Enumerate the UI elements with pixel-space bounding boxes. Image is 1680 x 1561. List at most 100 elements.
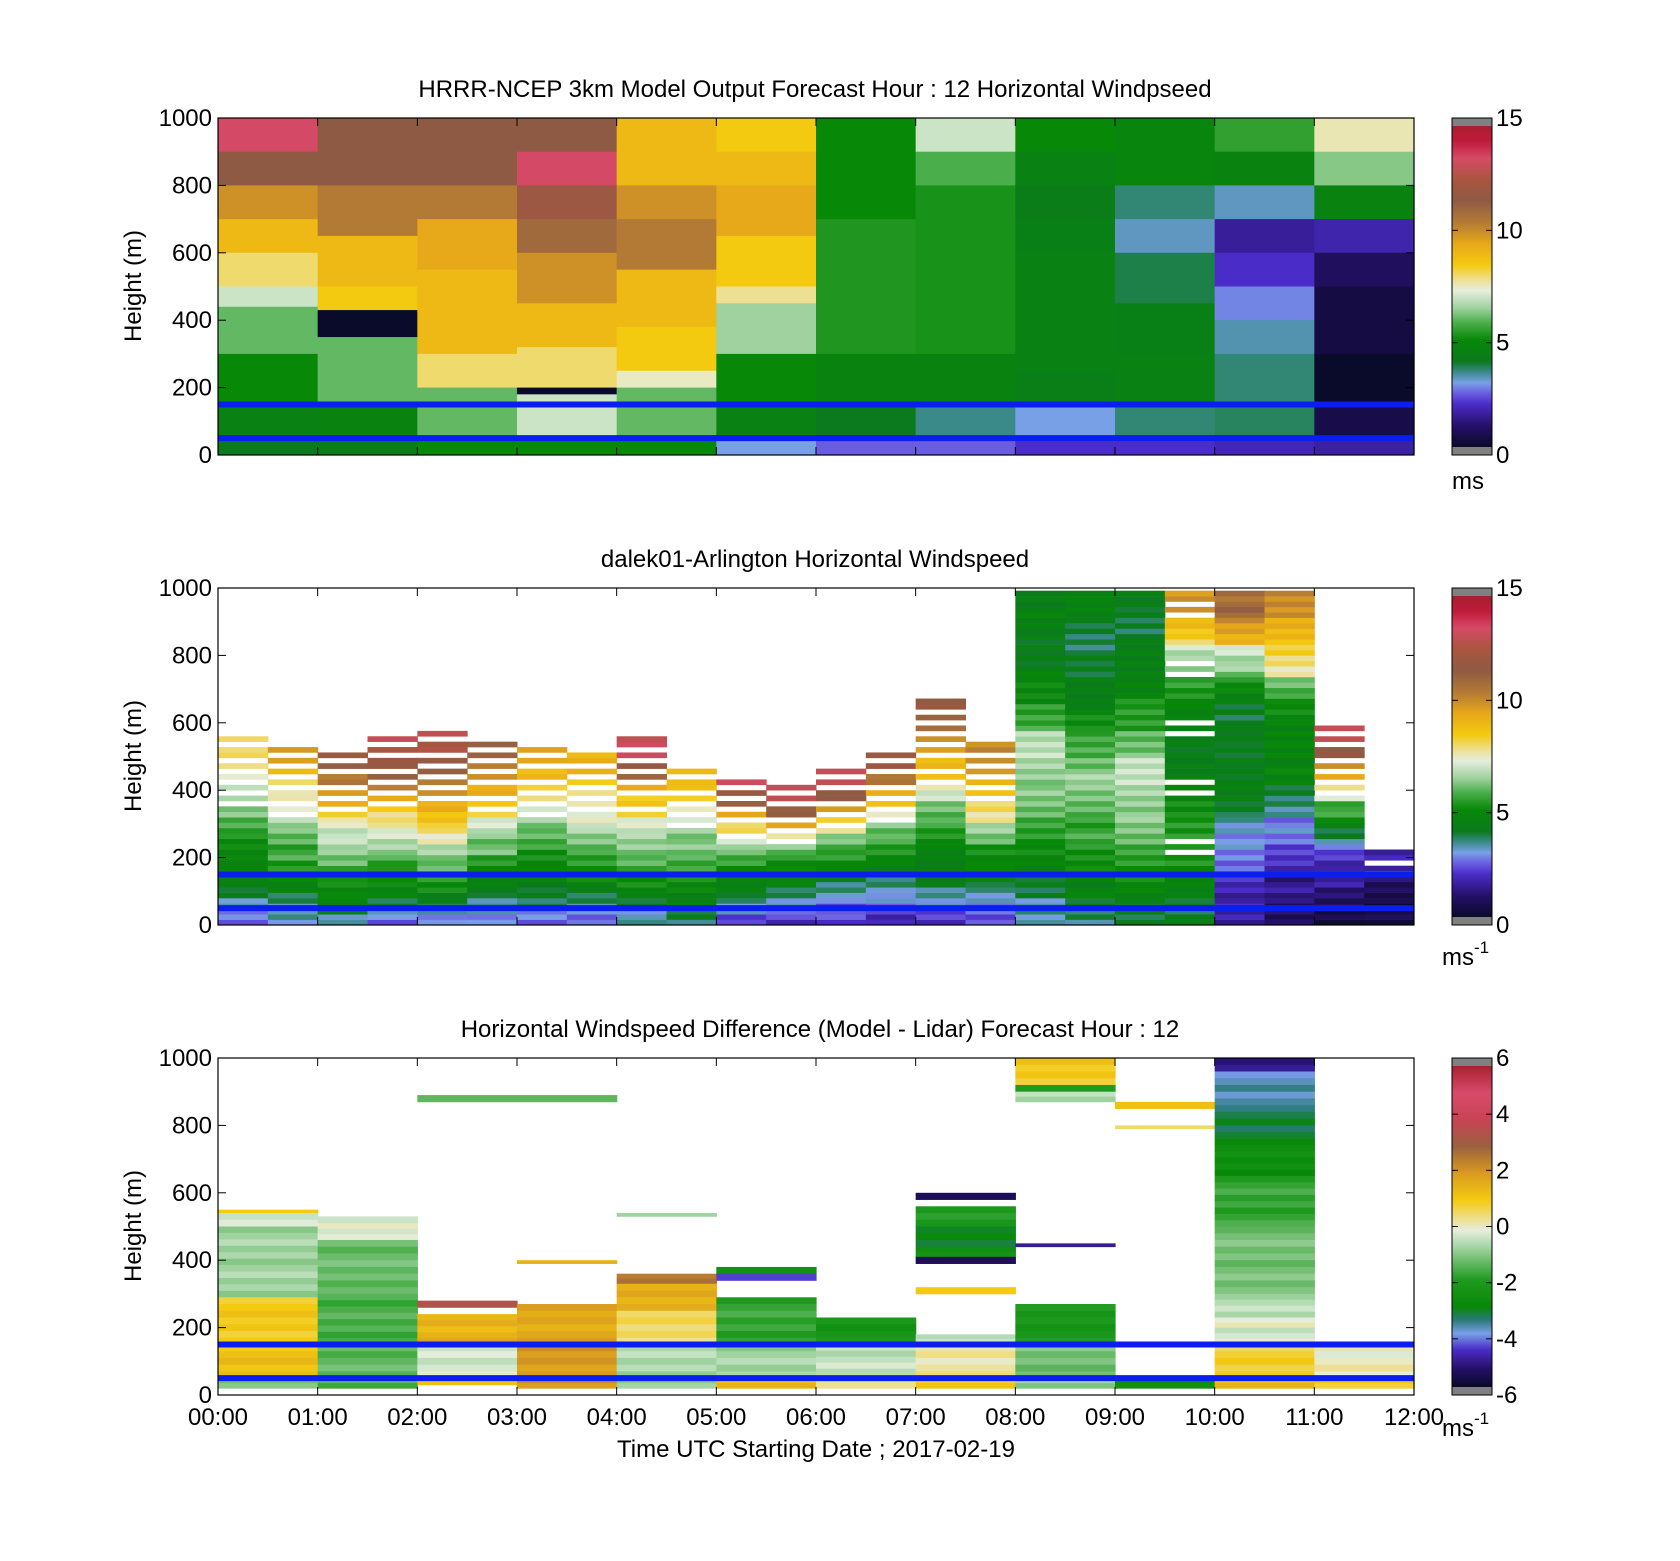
difference-cell [1015,1317,1116,1325]
lidar-cell [1164,617,1216,624]
lidar-cell [1264,757,1315,764]
x-tick-label: 02:00 [387,1404,447,1431]
lidar-cell [566,908,618,915]
difference-cell [1015,1243,1116,1248]
lidar-cell [716,790,767,796]
lidar-cell [267,876,319,883]
lidar-cell [1164,865,1216,872]
lidar-cell [766,833,817,840]
difference-cell [317,1273,418,1281]
lidar-cell [1264,817,1315,823]
lidar-cell [1264,698,1315,705]
lidar-cell [467,752,518,759]
model-cell [517,219,618,254]
model-cell [1314,353,1415,405]
lidar-cell [1264,892,1315,899]
lidar-cell [1065,914,1116,920]
lidar-cell [865,811,917,818]
difference-cell [1214,1351,1315,1359]
lidar-cell [417,898,468,904]
lidar-cell [1214,687,1265,694]
lidar-cell [1164,806,1216,813]
difference-cell [1214,1105,1315,1113]
colorbar-cap [1452,1387,1492,1395]
lidar-cell [566,898,618,904]
lidar-cell [1115,703,1166,710]
difference-cell [616,1304,717,1312]
difference-cell [915,1192,1016,1200]
lidar-cell [367,827,418,834]
difference-cell [218,1310,319,1318]
model-cell [1214,404,1315,439]
difference-cell [1214,1327,1315,1334]
lidar-cell [1115,655,1166,662]
lidar-cell [1065,623,1116,629]
lidar-cell [1015,596,1066,602]
lidar-cell [666,860,717,866]
model-cell [218,306,319,355]
lidar-cell [1065,741,1116,748]
lidar-cell [1164,822,1216,829]
lidar-cell [1214,865,1265,872]
model-cell [218,438,319,456]
difference-cell [616,1273,717,1280]
lidar-cell [1015,860,1066,866]
lidar-cell [865,779,917,786]
lidar-cell [1214,833,1265,840]
difference-cell [1214,1145,1315,1152]
lidar-cell [716,800,767,807]
y-tick-label: 200 [172,845,212,872]
lidar-cell [1164,898,1216,904]
lidar-cell [816,908,867,915]
lidar-cell [1264,790,1315,796]
lidar-cell [1115,628,1166,635]
lidar-cell [1364,876,1415,883]
difference-cell [1314,1344,1415,1352]
panel1-heatmap [218,118,1415,456]
model-cell [716,235,817,287]
lidar-cell [467,741,518,748]
lidar-cell [218,849,269,856]
lidar-cell [1214,660,1265,667]
lidar-cell [417,849,468,856]
lidar-cell [915,876,966,883]
model-cell [317,151,418,186]
y-tick-label: 1000 [159,1045,212,1072]
difference-cell [1115,1383,1216,1389]
lidar-cell [766,849,817,856]
lidar-cell [517,914,568,920]
lidar-cell [1314,725,1365,732]
difference-cell [915,1256,1016,1264]
lidar-cell [915,914,966,920]
lidar-cell [1164,892,1216,899]
lidar-cell [1264,725,1315,732]
lidar-cell [1164,666,1216,672]
lidar-cell [1015,741,1066,748]
lidar-cell [1214,655,1265,662]
model-cell [716,303,817,355]
model-cell [417,118,518,153]
lidar-cell [816,881,867,888]
lidar-cell [1214,666,1265,672]
difference-cell [1214,1280,1315,1288]
lidar-cell [1115,833,1166,840]
lidar-cell [218,898,269,904]
lidar-cell [517,817,568,823]
lidar-cell [766,784,817,791]
lidar-cell [267,806,319,813]
lidar-cell [1214,628,1265,635]
lidar-cell [1115,596,1166,602]
lidar-cell [566,844,618,850]
model-cell [517,387,618,395]
lidar-cell [317,854,368,861]
difference-cell [915,1239,1016,1248]
lidar-cell [816,860,867,866]
lidar-cell [965,833,1016,840]
lidar-cell [965,887,1016,893]
lidar-cell [1164,784,1216,791]
model-cell [616,370,717,388]
difference-cell [915,1251,1016,1258]
lidar-cell [1264,596,1315,602]
colorbar-tick-label: 0 [1496,1214,1509,1241]
lidar-cell [666,806,717,813]
